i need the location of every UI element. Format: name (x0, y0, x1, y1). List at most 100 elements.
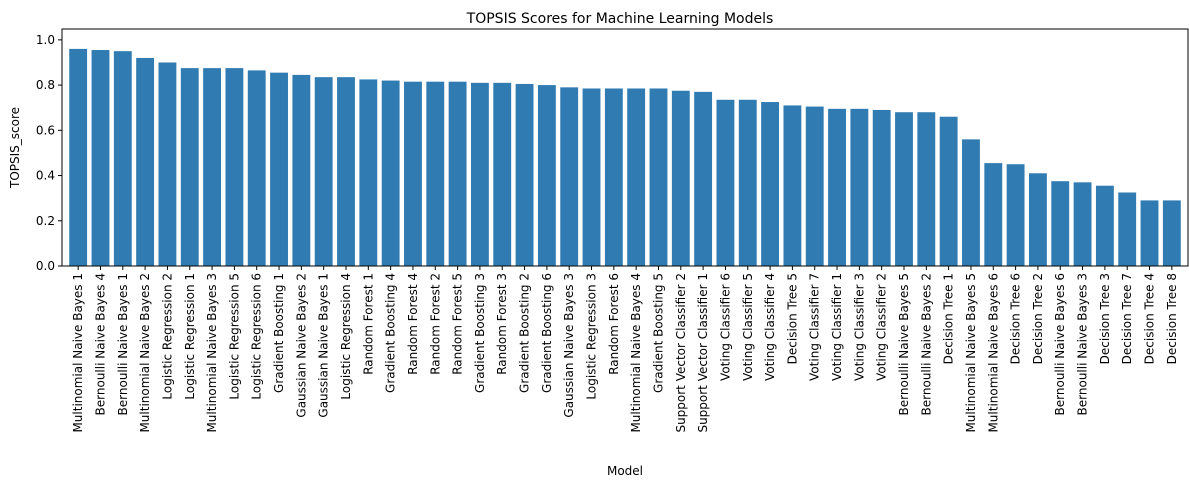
y-axis: 0.0 0.2 0.4 0.6 0.8 1.0 (36, 33, 62, 273)
bar (1118, 192, 1137, 266)
x-tick-label: Bernoulli Naive Bayes 4 (93, 273, 107, 415)
x-tick-label: Random Forest 6 (607, 273, 621, 375)
x-tick-label: Gaussian Naive Bayes 1 (317, 273, 331, 418)
y-axis-label: TOPSIS_score (8, 107, 22, 189)
x-tick-label: Bernoulli Naive Bayes 3 (1076, 273, 1090, 415)
bar (1006, 164, 1025, 266)
x-tick-label: Gaussian Naive Bayes 2 (294, 273, 308, 418)
bar (716, 99, 735, 266)
bar (582, 88, 601, 266)
x-axis: Multinomial Naive Bayes 1 Bernoulli Naive… (71, 266, 1179, 433)
x-tick-label: Logistic Regression 6 (250, 273, 264, 400)
bar (515, 83, 534, 266)
x-tick-label: Gradient Boosting 6 (540, 273, 554, 393)
bar (895, 112, 913, 266)
bar (783, 105, 802, 266)
bar (470, 82, 489, 266)
bar (761, 102, 780, 266)
bar (270, 72, 288, 267)
x-tick-label: Gradient Boosting 3 (473, 273, 487, 393)
y-tick-label: 0.0 (36, 259, 55, 273)
bar (426, 81, 445, 266)
y-tick-label: 0.2 (36, 214, 55, 228)
bar (1140, 200, 1159, 266)
y-tick-label: 0.6 (36, 123, 55, 137)
x-tick-label: Decision Tree 3 (1098, 273, 1112, 364)
x-tick-label: Gradient Boosting 2 (518, 273, 532, 393)
x-tick-label: Support Vector Classifier 2 (674, 273, 688, 433)
bar (1051, 181, 1070, 266)
bar (850, 108, 869, 266)
x-tick-label: Logistic Regression 2 (160, 273, 174, 400)
bar (627, 88, 646, 266)
plot-frame (61, 28, 1189, 267)
bar (984, 163, 1003, 266)
x-tick-label: Gradient Boosting 5 (651, 273, 665, 393)
bar (136, 57, 155, 267)
x-tick-label: Random Forest 5 (451, 273, 465, 375)
bar (1028, 173, 1047, 266)
x-tick-label: Decision Tree 6 (1009, 273, 1023, 364)
y-tick-label: 0.4 (36, 169, 55, 183)
bar (1073, 182, 1092, 266)
bar (560, 87, 579, 266)
x-tick-label: Multinomial Naive Bayes 6 (986, 273, 1000, 433)
bar (113, 51, 132, 266)
bar (69, 48, 88, 267)
x-tick-label: Random Forest 4 (406, 273, 420, 375)
bar (604, 88, 623, 266)
x-tick-label: Decision Tree 8 (1165, 273, 1179, 364)
bar (738, 99, 757, 266)
x-tick-label: Gradient Boosting 1 (272, 273, 286, 393)
bar (180, 68, 199, 267)
bar (1095, 185, 1114, 266)
bar (314, 77, 333, 266)
bar (939, 116, 958, 267)
x-tick-label: Voting Classifier 7 (808, 273, 822, 381)
x-tick-label: Bernoulli Naive Bayes 2 (919, 273, 933, 415)
x-tick-label: Voting Classifier 2 (875, 273, 889, 381)
bar (337, 77, 355, 266)
x-tick-label: Decision Tree 4 (1143, 273, 1157, 364)
x-axis-label: Model (607, 464, 643, 478)
bar (225, 68, 244, 267)
bar (292, 74, 311, 266)
bar (805, 106, 824, 266)
y-tick-label: 1.0 (36, 33, 55, 47)
x-tick-label: Support Vector Classifier 1 (696, 273, 710, 433)
x-tick-label: Gradient Boosting 4 (384, 273, 398, 393)
x-tick-label: Logistic Regression 5 (227, 273, 241, 400)
bar (872, 109, 891, 267)
bar (649, 88, 668, 266)
bar (91, 50, 110, 266)
bar (537, 85, 556, 266)
x-tick-label: Decision Tree 7 (1120, 273, 1134, 364)
bar (962, 139, 980, 266)
x-tick-label: Logistic Regression 4 (339, 273, 353, 400)
x-tick-label: Voting Classifier 4 (763, 273, 777, 381)
x-tick-label: Bernoulli Naive Bayes 5 (897, 273, 911, 415)
x-tick-label: Random Forest 1 (361, 273, 375, 375)
bar (359, 79, 378, 267)
y-tick-label: 0.8 (36, 78, 55, 92)
chart-title: TOPSIS Scores for Machine Learning Model… (466, 11, 774, 27)
bar (694, 91, 713, 267)
x-tick-label: Bernoulli Naive Bayes 6 (1053, 273, 1067, 415)
x-tick-label: Multinomial Naive Bayes 2 (138, 273, 152, 433)
x-tick-label: Multinomial Naive Bayes 3 (205, 273, 219, 433)
bar (158, 62, 177, 266)
bar (448, 81, 467, 266)
x-tick-label: Bernoulli Naive Bayes 1 (116, 273, 130, 415)
bar (671, 90, 690, 267)
x-tick-label: Voting Classifier 3 (852, 273, 866, 381)
x-tick-label: Voting Classifier 5 (741, 273, 755, 381)
bar (1162, 200, 1181, 266)
x-tick-label: Voting Classifier 6 (718, 273, 732, 381)
bars-group (69, 48, 1181, 267)
bar (493, 82, 512, 266)
bar (917, 112, 936, 266)
bar (247, 70, 266, 266)
x-tick-label: Multinomial Naive Bayes 5 (964, 273, 978, 433)
x-tick-label: Decision Tree 2 (1031, 273, 1045, 364)
x-tick-label: Random Forest 2 (428, 273, 442, 375)
